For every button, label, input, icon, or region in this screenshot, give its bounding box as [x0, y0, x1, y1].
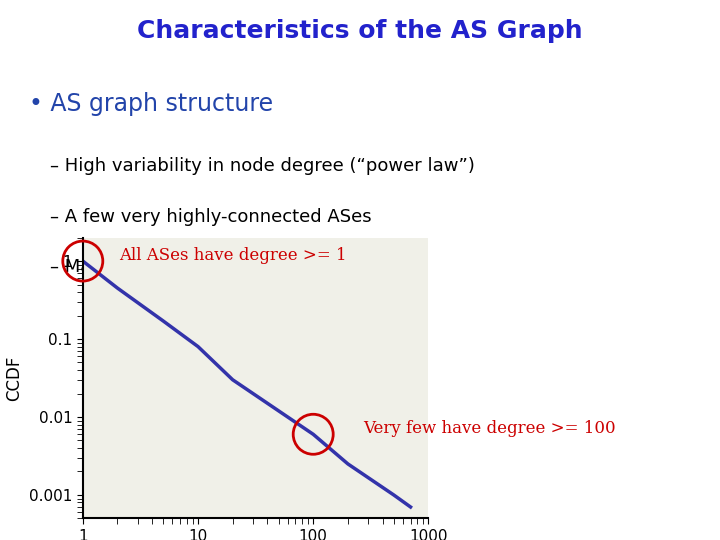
Text: – High variability in node degree (“power law”): – High variability in node degree (“powe…	[50, 157, 475, 175]
Text: – Many ASes have only a few connections: – Many ASes have only a few connections	[50, 258, 427, 276]
Text: – A few very highly-connected ASes: – A few very highly-connected ASes	[50, 207, 372, 226]
Y-axis label: CCDF: CCDF	[6, 355, 24, 401]
Text: All ASes have degree >= 1: All ASes have degree >= 1	[119, 247, 346, 264]
Text: Characteristics of the AS Graph: Characteristics of the AS Graph	[138, 19, 582, 43]
Text: Very few have degree >= 100: Very few have degree >= 100	[364, 420, 616, 437]
Text: • AS graph structure: • AS graph structure	[29, 92, 273, 116]
